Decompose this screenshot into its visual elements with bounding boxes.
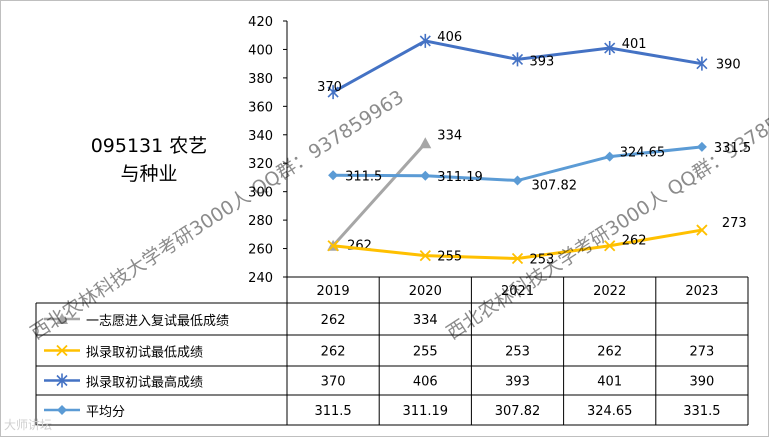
x-category-label: 2022 — [593, 284, 626, 299]
data-label: 311.19 — [437, 170, 483, 185]
y-tick-label: 340 — [248, 129, 273, 144]
data-label: 401 — [622, 37, 647, 52]
data-label: 273 — [722, 216, 747, 231]
data-point — [696, 141, 707, 152]
data-label: 255 — [437, 250, 462, 265]
data-label: 331.5 — [714, 141, 751, 156]
table-cell: 401 — [597, 375, 622, 390]
table-cell: 311.19 — [403, 404, 449, 419]
data-label: 311.5 — [345, 169, 382, 184]
data-point — [327, 240, 339, 252]
table-cell: 334 — [413, 313, 438, 328]
y-tick-label: 380 — [248, 72, 273, 87]
legend-label: 拟录取初试最高成绩 — [86, 375, 203, 391]
data-label: 262 — [622, 234, 647, 249]
table-cell: 273 — [689, 345, 714, 360]
data-point — [327, 85, 339, 100]
table-cell: 390 — [689, 375, 714, 390]
legend-key-marker — [57, 405, 67, 415]
data-point — [419, 137, 432, 149]
table-cell: 262 — [321, 313, 346, 328]
table-cell: 331.5 — [683, 404, 720, 419]
y-tick-label: 300 — [248, 186, 273, 201]
x-category-label: 2020 — [409, 284, 442, 299]
data-label: 406 — [437, 30, 462, 45]
side-title-line-2: 与种业 — [120, 163, 178, 185]
legend-label: 拟录取初试最低成绩 — [86, 346, 203, 361]
data-label: 334 — [437, 128, 462, 143]
table-cell: 262 — [597, 345, 622, 360]
series-line — [332, 39, 703, 94]
table-cell: 324.65 — [587, 404, 633, 419]
table-cell: 262 — [321, 345, 346, 360]
data-point — [604, 151, 615, 162]
data-point — [511, 52, 524, 67]
x-category-label: 2021 — [501, 284, 534, 299]
data-point — [696, 56, 708, 71]
data-label: 370 — [317, 80, 342, 95]
data-label: 253 — [530, 253, 555, 268]
y-tick-label: 260 — [248, 243, 273, 258]
table-cell: 370 — [321, 375, 346, 390]
table-cell: 311.5 — [314, 404, 351, 419]
legend-key-marker — [56, 344, 68, 357]
watermark-text: 西北农林科技大学考研3000人 QQ群：937859963 — [27, 86, 408, 344]
data-label: 324.65 — [620, 146, 666, 161]
y-tick-label: 360 — [248, 100, 273, 115]
footer-watermark: 大师讲坛 — [4, 418, 53, 432]
table-cell: 307.82 — [495, 404, 541, 419]
legend-label: 一志愿进入复试最低成绩 — [86, 314, 229, 329]
table-cell: 255 — [413, 345, 438, 360]
data-label: 307.82 — [532, 179, 578, 194]
watermark-text: 西北农林科技大学考研3000人 QQ群：937859963 — [443, 86, 769, 344]
data-point — [696, 224, 708, 236]
data-point — [511, 252, 524, 265]
table-cell: 253 — [505, 345, 530, 360]
side-title-line-1: 095131 农艺 — [90, 135, 208, 157]
data-label: 390 — [716, 58, 741, 73]
data-point — [420, 170, 431, 181]
y-tick-label: 280 — [248, 214, 273, 229]
data-point — [604, 240, 616, 252]
data-point — [328, 170, 339, 181]
legend-label: 平均分 — [86, 405, 125, 420]
y-tick-label: 240 — [248, 271, 273, 286]
data-point — [419, 33, 431, 48]
series-line — [332, 228, 703, 261]
series-line — [331, 142, 427, 247]
table-cell: 406 — [413, 375, 438, 390]
data-point — [419, 250, 431, 262]
y-tick-label: 420 — [248, 15, 273, 30]
table-cell: 393 — [505, 375, 530, 390]
data-point — [604, 41, 616, 56]
y-tick-label: 320 — [248, 157, 273, 172]
legend-key-marker — [56, 313, 68, 324]
legend-key-marker — [56, 373, 68, 388]
data-label: 393 — [530, 54, 555, 69]
chart-side-title: 095131 农艺 与种业 — [74, 132, 224, 188]
y-tick-label: 400 — [248, 43, 273, 58]
x-category-label: 2023 — [685, 284, 718, 299]
data-point — [512, 175, 523, 186]
x-category-label: 2019 — [317, 284, 350, 299]
